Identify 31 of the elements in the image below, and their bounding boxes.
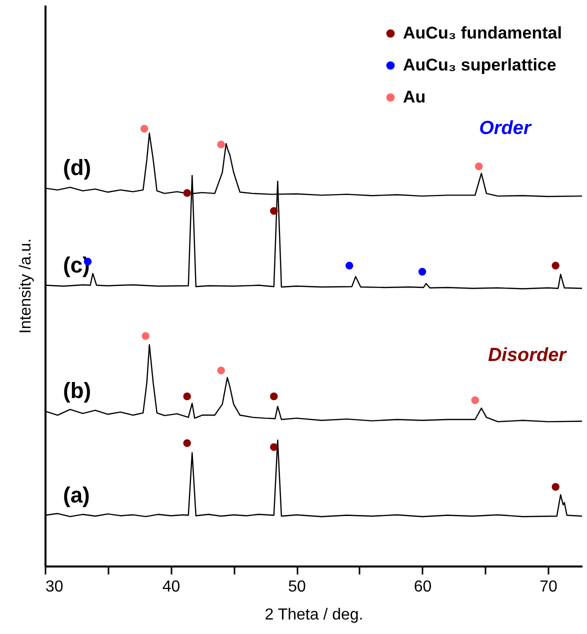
series-label: (b) [63,378,92,404]
series-label: (d) [63,155,92,180]
point [217,366,225,374]
point [475,162,483,170]
point [270,207,278,215]
x-tick-label: 30 [46,578,64,596]
annotation: Disorder [488,345,568,366]
legend-label: AuCu₃ superlattice [403,56,556,74]
point [552,482,560,491]
x-tick-label: 50 [288,578,306,596]
point [217,140,225,148]
series-label: (a) [63,482,90,508]
legend-label: AuCu₃ fundamental [403,24,562,42]
x-tick-label: 60 [414,578,432,596]
point [345,262,354,270]
x-axis-title: 2 Theta / deg. [264,606,364,624]
point [183,439,191,447]
point [183,189,191,197]
point [270,443,278,451]
annotation: Order [479,118,532,139]
point [552,262,560,270]
point [142,332,150,340]
y-axis-title: Intensity /a.u. [18,238,34,334]
point [183,392,191,400]
point [418,268,426,276]
x-tick-label: 70 [540,578,558,596]
x-tick-label: 40 [162,578,180,596]
point [270,392,278,400]
point [471,396,479,404]
legend-label: Au [403,88,426,106]
point [140,124,148,133]
